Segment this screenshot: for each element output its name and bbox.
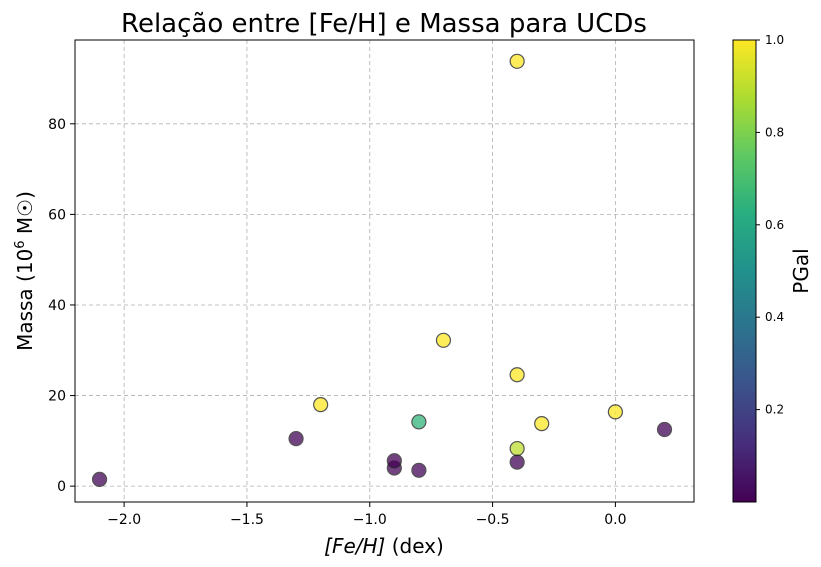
scatter-point bbox=[509, 367, 525, 383]
scatter-point bbox=[411, 414, 427, 430]
scatter-point bbox=[435, 332, 452, 348]
colorbar-tick-label: 1.0 bbox=[765, 33, 784, 47]
y-axis-label-main: Massa (10 bbox=[13, 249, 37, 351]
scatter-point bbox=[607, 404, 623, 420]
x-tick-label: 0.0 bbox=[604, 512, 626, 528]
colorbar-tick-label: 0.2 bbox=[765, 403, 784, 417]
x-axis-label-main: [Fe/H] bbox=[324, 534, 385, 558]
colorbar-tick-label: 0.6 bbox=[765, 218, 784, 232]
colorbar-ticks: 0.2 0.4 0.6 0.8 1.0 bbox=[756, 33, 784, 417]
scatter-point bbox=[509, 440, 525, 457]
x-axis-label-suffix: (dex) bbox=[385, 534, 443, 558]
scatter-point bbox=[313, 397, 329, 413]
x-axis-label: [Fe/H] (dex) bbox=[324, 534, 444, 558]
y-axis-label-suffix: M☉) bbox=[13, 191, 37, 240]
scatter-point bbox=[91, 471, 108, 487]
y-tick-label: 80 bbox=[48, 117, 66, 133]
scatter-point bbox=[288, 430, 304, 447]
y-axis-label: Massa (106 M☉) bbox=[13, 191, 37, 351]
scatter-point bbox=[509, 454, 525, 470]
colorbar-tick-label: 0.8 bbox=[765, 125, 784, 139]
scatter-point bbox=[509, 53, 525, 69]
chart-title: Relação entre [Fe/H] e Massa para UCDs bbox=[121, 9, 647, 39]
colorbar bbox=[732, 39, 757, 503]
y-tick-label: 60 bbox=[48, 207, 66, 223]
scatter-point bbox=[386, 453, 402, 469]
x-axis-ticks: −2.0 −1.5 −1.0 −0.5 0.0 bbox=[107, 502, 627, 528]
x-tick-label: −1.0 bbox=[353, 512, 387, 528]
y-axis-ticks: 0 20 40 60 80 bbox=[48, 117, 75, 495]
y-axis-label-sup: 6 bbox=[13, 240, 28, 248]
y-tick-label: 40 bbox=[48, 298, 66, 314]
y-tick-label: 0 bbox=[57, 479, 66, 495]
colorbar-label: PGal bbox=[789, 248, 813, 293]
colorbar-tick-label: 0.4 bbox=[765, 310, 784, 324]
scatter-point bbox=[534, 416, 550, 432]
x-tick-label: −2.0 bbox=[107, 512, 141, 528]
scatter-point bbox=[656, 421, 673, 438]
x-tick-label: −1.5 bbox=[230, 512, 264, 528]
y-tick-label: 20 bbox=[48, 389, 66, 405]
plot-frame bbox=[74, 39, 695, 503]
scatter-points bbox=[91, 53, 673, 487]
scatter-point bbox=[411, 462, 427, 478]
grid bbox=[75, 40, 694, 502]
x-tick-label: −0.5 bbox=[476, 512, 510, 528]
